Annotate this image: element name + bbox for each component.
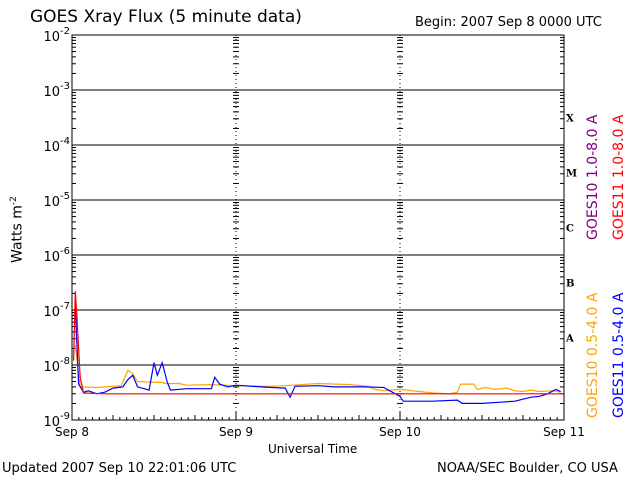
flare-class-label: B [566, 279, 574, 290]
y-tick-exponent: -2 [60, 26, 70, 37]
y-tick-base: 10 [43, 360, 60, 375]
series-line-3 [73, 291, 564, 395]
y-tick-label: 10-4 [43, 136, 70, 155]
series-line-1 [74, 305, 561, 404]
y-tick-base: 10 [43, 305, 60, 320]
y-tick-exponent: -6 [60, 246, 70, 257]
y-tick-base: 10 [43, 415, 60, 430]
y-tick-base: 10 [43, 195, 60, 210]
y-tick-exponent: -7 [60, 301, 70, 312]
begin-time-label: Begin: 2007 Sep 8 0000 UTC [415, 15, 602, 30]
flare-class-label: M [566, 169, 577, 180]
legend-goes11-short: GOES11 0.5-4.0 A [611, 292, 627, 418]
y-tick-label: 10-6 [43, 246, 70, 265]
y-tick-exponent: -8 [60, 356, 70, 367]
flare-class-label: C [566, 224, 574, 235]
updated-timestamp: Updated 2007 Sep 10 22:01:06 UTC [2, 461, 237, 476]
x-tick-label: Sep 11 [543, 425, 585, 439]
y-tick-base: 10 [43, 85, 60, 100]
y-tick-exponent: -5 [60, 191, 70, 202]
y-tick-label: 10-3 [43, 81, 70, 100]
flare-class-label: A [565, 334, 574, 345]
legend-goes10-short: GOES10 0.5-4.0 A [585, 292, 601, 418]
flare-class-label: X [566, 114, 574, 125]
y-tick-base: 10 [43, 30, 60, 45]
chart-title: GOES Xray Flux (5 minute data) [30, 7, 302, 27]
x-tick-label: Sep 10 [379, 425, 421, 439]
legend-goes10-long: GOES10 1.0-8.0 A [585, 114, 601, 240]
plot-frame [71, 34, 565, 421]
y-tick-label: 10-2 [43, 26, 70, 45]
y-tick-label: 10-7 [43, 301, 70, 320]
y-tick-base: 10 [43, 250, 60, 265]
legend-goes11-long: GOES11 1.0-8.0 A [611, 114, 627, 240]
y-tick-exponent: -3 [60, 81, 70, 92]
y-axis-label: Watts m-2 [9, 196, 26, 263]
y-tick-exponent: -9 [60, 411, 70, 422]
y-tick-base: 10 [43, 140, 60, 155]
credit-label: NOAA/SEC Boulder, CO USA [437, 461, 618, 476]
y-tick-label: 10-5 [43, 191, 70, 210]
y-tick-exponent: -4 [60, 136, 70, 147]
y-tick-label: 10-9 [43, 411, 70, 430]
x-axis-label: Universal Time [268, 442, 358, 456]
y-axis-label-exponent: -2 [9, 196, 19, 206]
x-tick-label: Sep 8 [55, 425, 89, 439]
x-tick-label: Sep 9 [219, 425, 253, 439]
y-tick-label: 10-8 [43, 356, 70, 375]
y-axis-label-text: Watts m [9, 205, 26, 263]
series-line-0 [74, 345, 561, 395]
